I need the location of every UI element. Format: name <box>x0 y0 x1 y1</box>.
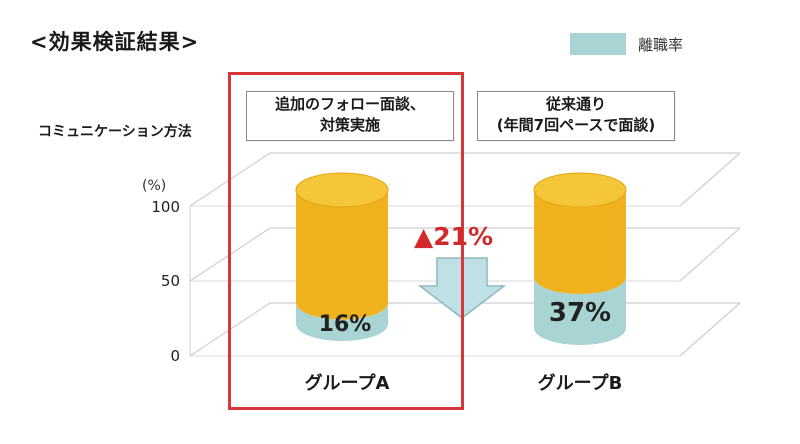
y-tick-100: 100 <box>140 198 180 216</box>
change-label: ▲21% <box>414 222 493 251</box>
group-a-label: グループA <box>272 369 422 395</box>
group-b-label: グループB <box>505 369 655 395</box>
y-tick-50: 50 <box>140 272 180 290</box>
gridline-side-100 <box>680 153 740 206</box>
gridline-side-50 <box>680 228 740 281</box>
bar-value-a: 16% <box>300 312 390 337</box>
bar-value-b: 37% <box>530 298 630 328</box>
y-tick-0: 0 <box>140 347 180 365</box>
bar-1-top <box>534 173 626 207</box>
gridline-side-0 <box>680 303 740 356</box>
